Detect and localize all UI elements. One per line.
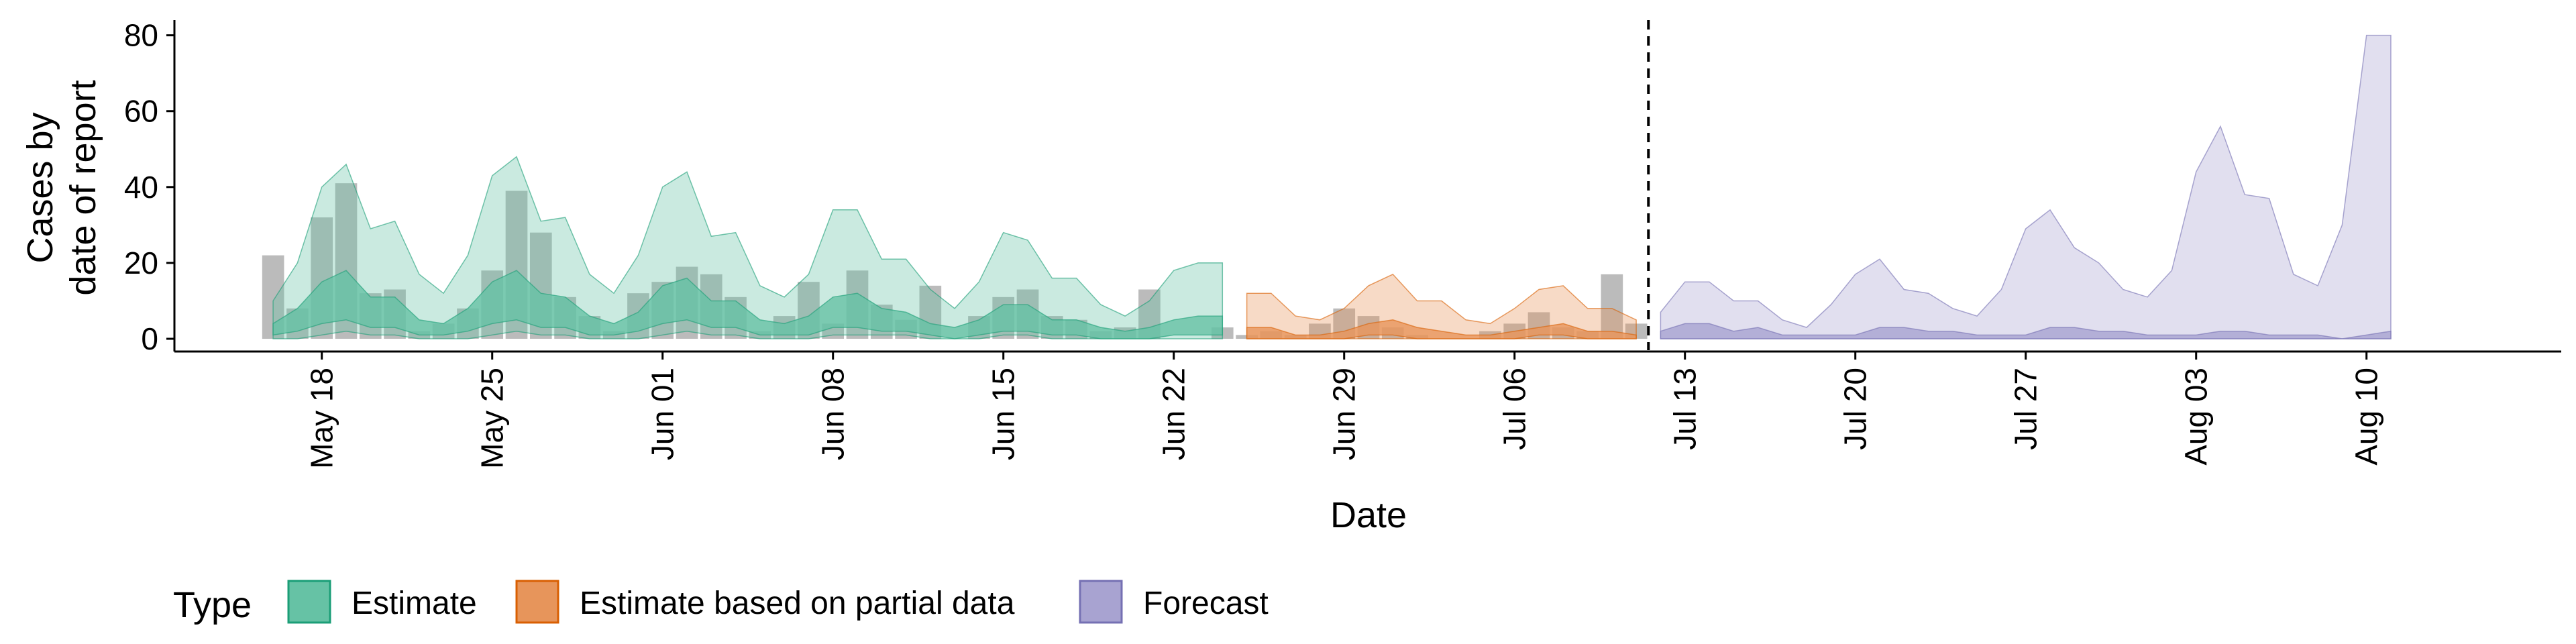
x-ticks: May 18 May 25 Jun 01 Jun 08 Jun 15 Jun 22 Jun … [305, 352, 2384, 469]
x-tick-label-2020-08-10: Aug 10 [2349, 368, 2384, 466]
legend-key-partial [515, 580, 559, 624]
x-tick-label-2020-07-13: Jul 13 [1668, 368, 1703, 450]
x-tick-label-2020-06-01: Jun 01 [645, 368, 680, 460]
y-axis-title-line-1: Cases by [20, 112, 60, 263]
observed-bar-2020-07-10 [1601, 274, 1623, 339]
y-tick-label-0: 0 [141, 321, 158, 356]
x-tick-label-2020-07-20: Jul 20 [1838, 368, 1873, 450]
legend-title: Type [173, 585, 252, 625]
ribbons [272, 34, 2392, 339]
forecast-outer-ribbon [1660, 34, 2392, 339]
legend-label-forecast: Forecast [1143, 586, 1269, 621]
y-axis-title-line-2: date of report [63, 80, 103, 295]
x-tick-label-2020-06-22: Jun 22 [1157, 368, 1191, 460]
x-tick-label-2020-07-06: Jul 06 [1497, 368, 1532, 450]
forecast-inner-ribbon [1660, 323, 2392, 339]
estimate-inner-ribbon [272, 270, 1224, 339]
x-tick-label-2020-07-27: Jul 27 [2008, 368, 2043, 450]
partial-estimate-inner-ribbon [1246, 319, 1637, 339]
legend-key-estimate [287, 580, 331, 624]
x-axis: May 18 May 25 Jun 01 Jun 08 Jun 15 Jun 22 Jun … [174, 350, 2561, 469]
legend-label-estimate: Estimate [352, 586, 477, 621]
y-tick-label-40: 40 [124, 170, 158, 205]
y-axis: 0 20 40 60 80 [124, 18, 176, 356]
legend-key-forecast [1079, 580, 1123, 624]
x-tick-label-2020-05-18: May 18 [305, 368, 339, 469]
plot-area [262, 20, 2392, 350]
x-tick-label-2020-05-25: May 25 [475, 368, 510, 469]
y-tick-label-60: 60 [124, 94, 158, 129]
y-tick-label-20: 20 [124, 246, 158, 280]
y-ticks: 0 20 40 60 80 [124, 18, 174, 356]
legend: Type Estimate Estimate based on partial … [173, 580, 1269, 625]
x-tick-label-2020-06-29: Jun 29 [1327, 368, 1362, 460]
x-tick-label-2020-06-08: Jun 08 [816, 368, 851, 460]
x-axis-title: Date [1330, 495, 1407, 535]
y-tick-label-80: 80 [124, 18, 158, 53]
legend-label-partial: Estimate based on partial data [580, 586, 1015, 621]
x-tick-label-2020-08-03: Aug 03 [2179, 368, 2214, 466]
x-tick-label-2020-06-15: Jun 15 [986, 368, 1021, 460]
